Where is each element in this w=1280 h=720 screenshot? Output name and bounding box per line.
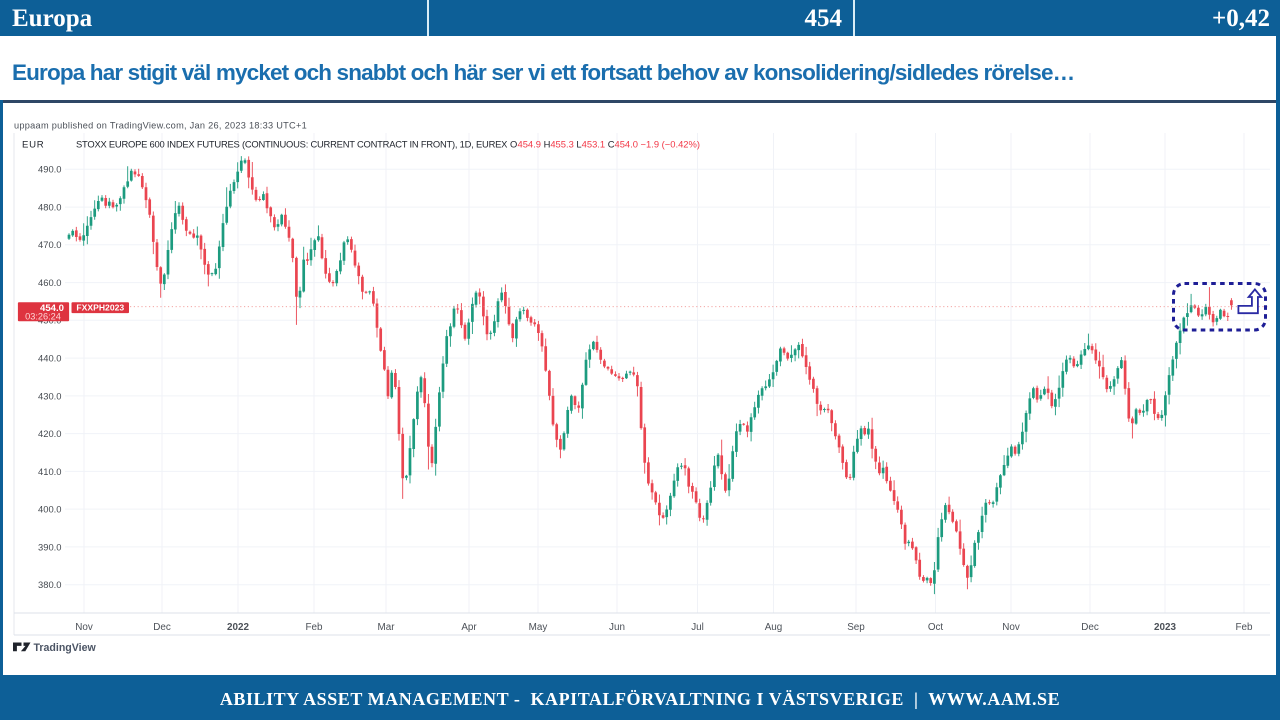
svg-text:Oct: Oct: [928, 622, 944, 633]
svg-text:Aug: Aug: [765, 622, 783, 633]
svg-text:480.0: 480.0: [38, 202, 61, 213]
svg-text:Nov: Nov: [75, 622, 93, 633]
svg-text:390.0: 390.0: [38, 541, 61, 552]
svg-text:STOXX EUROPE 600 INDEX FUTURES: STOXX EUROPE 600 INDEX FUTURES (CONTINUO…: [76, 139, 700, 150]
svg-text:EUR: EUR: [22, 140, 44, 151]
svg-text:2022: 2022: [227, 622, 249, 633]
svg-text:03:26:24: 03:26:24: [25, 312, 61, 322]
svg-text:TradingView: TradingView: [34, 642, 97, 654]
svg-text:420.0: 420.0: [38, 428, 61, 439]
svg-text:2023: 2023: [1154, 622, 1176, 633]
svg-text:Jun: Jun: [609, 622, 625, 633]
svg-text:410.0: 410.0: [38, 466, 61, 477]
svg-text:Apr: Apr: [461, 622, 477, 633]
svg-text:490.0: 490.0: [38, 164, 61, 175]
svg-text:400.0: 400.0: [38, 504, 61, 515]
svg-text:380.0: 380.0: [38, 579, 61, 590]
svg-text:uppaam published on TradingVie: uppaam published on TradingView.com, Jan…: [14, 121, 307, 131]
svg-text:Feb: Feb: [305, 622, 323, 633]
svg-text:Feb: Feb: [1235, 622, 1253, 633]
svg-text:440.0: 440.0: [38, 353, 61, 364]
svg-text:454.0: 454.0: [40, 303, 64, 314]
svg-text:Mar: Mar: [377, 622, 395, 633]
svg-text:430.0: 430.0: [38, 390, 61, 401]
svg-text:Sep: Sep: [847, 622, 865, 633]
svg-text:Nov: Nov: [1002, 622, 1020, 633]
svg-text:Dec: Dec: [1081, 622, 1099, 633]
svg-text:May: May: [529, 622, 548, 633]
svg-text:Jul: Jul: [691, 622, 704, 633]
svg-text:470.0: 470.0: [38, 239, 61, 250]
svg-text:FXXPH2023: FXXPH2023: [76, 303, 124, 313]
svg-text:Dec: Dec: [153, 622, 171, 633]
svg-text:460.0: 460.0: [38, 277, 61, 288]
